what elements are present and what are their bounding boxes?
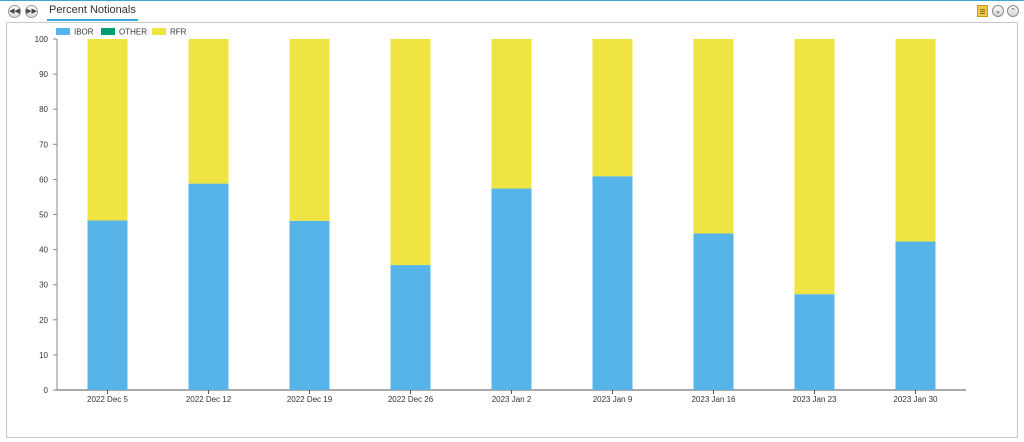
x-tick-label: 2022 Dec 12 [186,395,232,404]
expand-icon[interactable]: ⌃ [1007,5,1019,17]
collapse-icon[interactable]: ⌄ [992,5,1004,17]
bar-ibor-2022-dec-19 [289,220,330,390]
legend-item-ibor[interactable]: IBOR [56,27,94,39]
bar-rfr-2022-dec-19 [289,39,330,221]
legend-label-other: OTHER [119,27,147,37]
bar-rfr-2022-dec-12 [188,39,229,184]
bar-ibor-2023-jan-9 [592,176,633,390]
legend-label-ibor: IBOR [74,27,94,37]
y-tick-label: 70 [39,140,48,149]
legend-swatch-ibor [56,28,70,36]
bar-ibor-2022-dec-12 [188,183,229,390]
legend-swatch-rfr [152,28,166,36]
x-tick-label: 2023 Jan 16 [691,395,736,404]
bar-ibor-2022-dec-26 [390,265,431,390]
y-tick-label: 10 [39,351,48,360]
bar-rfr-2023-jan-16 [693,39,734,234]
tab-percent-notionals[interactable]: Percent Notionals [47,2,138,21]
bar-rfr-2023-jan-9 [592,39,633,177]
x-tick-label: 2022 Dec 19 [287,395,333,404]
y-tick-label: 50 [39,211,48,220]
bar-ibor-2023-jan-23 [794,294,835,390]
x-tick-label: 2022 Dec 26 [388,395,434,404]
bar-rfr-2022-dec-26 [390,39,431,266]
legend-item-other[interactable]: OTHER [101,27,147,39]
bar-ibor-2022-dec-5 [87,220,128,390]
bar-rfr-2023-jan-23 [794,39,835,295]
y-tick-label: 100 [35,35,49,44]
y-tick-label: 0 [44,386,49,395]
x-tick-label: 2023 Jan 23 [792,395,837,404]
notes-icon[interactable] [977,5,988,17]
y-tick-label: 80 [39,105,48,114]
x-tick-label: 2023 Jan 2 [492,395,532,404]
toolbar: ◀◀ ▶▶ Percent Notionals ⌄ ⌃ [0,0,1024,21]
bar-ibor-2023-jan-2 [491,188,532,390]
y-tick-label: 40 [39,246,48,255]
bar-rfr-2023-jan-30 [895,39,936,242]
bar-ibor-2023-jan-16 [693,233,734,390]
legend-item-rfr[interactable]: RFR [152,27,186,39]
x-tick-label: 2022 Dec 5 [87,395,128,404]
y-tick-label: 20 [39,316,48,325]
x-tick-label: 2023 Jan 30 [893,395,938,404]
legend-swatch-other [101,28,115,36]
y-tick-label: 90 [39,70,48,79]
fast-forward-icon[interactable]: ▶▶ [25,5,38,18]
x-tick-label: 2023 Jan 9 [593,395,633,404]
rewind-icon[interactable]: ◀◀ [8,5,21,18]
bar-rfr-2022-dec-5 [87,39,128,221]
y-tick-label: 30 [39,281,48,290]
y-tick-label: 60 [39,175,48,184]
bar-rfr-2023-jan-2 [491,39,532,189]
bar-ibor-2023-jan-30 [895,241,936,390]
legend-label-rfr: RFR [170,27,187,37]
